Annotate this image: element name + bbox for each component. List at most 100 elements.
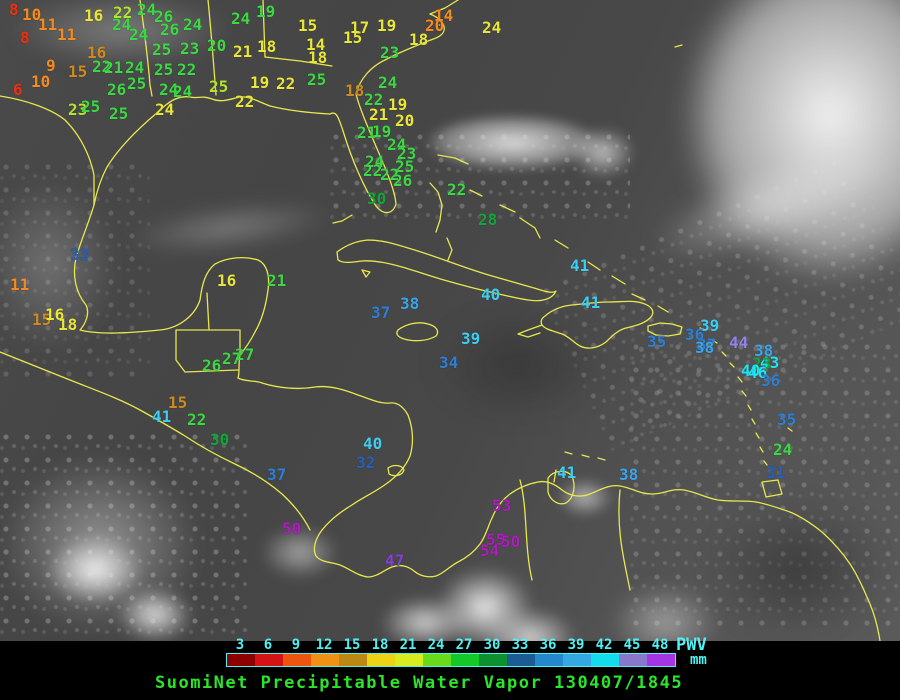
colorbar-segment [591, 654, 619, 666]
colorbar-tick: 21 [399, 637, 417, 653]
colorbar-segment [339, 654, 367, 666]
station-pwv-value: 18 [308, 48, 328, 67]
station-pwv-value: 16 [84, 6, 104, 25]
border-ms-al [262, 0, 266, 58]
coast-haiti-peninsula [517, 324, 543, 338]
station-pwv-value: 11 [38, 15, 58, 34]
station-pwv-value: 25 [209, 77, 229, 96]
station-pwv-value: 33 [70, 245, 90, 264]
border-tx-la [139, 0, 153, 97]
station-pwv-value: 24 [773, 440, 793, 459]
station-pwv-value: 9 [46, 56, 56, 75]
colorbar-segment [367, 654, 395, 666]
station-pwv-value: 15 [32, 310, 52, 329]
station-pwv-value: 15 [343, 28, 363, 47]
colorbar-tick: 9 [291, 637, 301, 653]
station-pwv-value: 47 [385, 551, 405, 570]
station-pwv-value: 24 [137, 0, 157, 19]
station-pwv-value: 24 [365, 152, 385, 171]
colorbar-tick: 24 [427, 637, 445, 653]
station-pwv-value: 10 [31, 72, 51, 91]
station-pwv-value: 21 [369, 105, 389, 124]
colorbar-segment [283, 654, 311, 666]
station-pwv-value: 14 [434, 6, 454, 25]
station-pwv-value: 22 [276, 74, 296, 93]
station-pwv-value: 19 [250, 73, 270, 92]
station-pwv-value: 22 [447, 180, 467, 199]
station-pwv-value: 24 [482, 18, 502, 37]
border-la-ms [207, 0, 217, 96]
colorbar-segment [451, 654, 479, 666]
station-pwv-value: 17 [350, 18, 370, 37]
station-pwv-value: 36 [761, 371, 781, 390]
station-pwv-value: 25 [307, 70, 327, 89]
colorbar-tick: 30 [483, 637, 501, 653]
station-pwv-value: 35 [777, 410, 797, 429]
colorbar-tick-labels: 3 6 9 12 15 18 21 24 27 30 33 36 39 42 45 48 [226, 637, 674, 653]
station-pwv-value: 23 [380, 43, 400, 62]
station-pwv-value: 24 [159, 80, 179, 99]
station-pwv-value: 16 [217, 271, 237, 290]
station-pwv-value: 20 [207, 36, 227, 55]
station-pwv-value: 27 [235, 345, 255, 364]
colorbar-tick: 15 [343, 637, 361, 653]
station-pwv-value: 24 [155, 100, 175, 119]
colorbar-tick: 48 [651, 637, 669, 653]
station-pwv-value: 38 [754, 341, 774, 360]
colorbar-segment [227, 654, 255, 666]
station-pwv-value: 8 [20, 28, 30, 47]
station-pwv-value: 19 [377, 16, 397, 35]
station-pwv-value: 8 [9, 0, 19, 19]
station-pwv-value: 22 [364, 90, 384, 109]
station-pwv-value: 18 [345, 81, 365, 100]
station-pwv-value: 37 [697, 335, 717, 354]
colorbar-segment [619, 654, 647, 666]
colorbar-tick: 39 [567, 637, 585, 653]
station-pwv-value: 54 [480, 541, 500, 560]
station-pwv-value: 40 [741, 361, 761, 380]
station-pwv-value: 19 [388, 95, 408, 114]
station-pwv-value: 40 [481, 285, 501, 304]
station-pwv-value: 18 [409, 30, 429, 49]
station-pwv-value: 21 [233, 42, 253, 61]
station-pwv-value: 30 [367, 189, 387, 208]
station-pwv-value: 10 [22, 5, 42, 24]
colorbar-segment [563, 654, 591, 666]
colorbar-tick: 45 [623, 637, 641, 653]
station-pwv-value: 25 [81, 97, 101, 116]
station-pwv-value: 31 [766, 463, 786, 482]
station-pwv-value: 28 [478, 210, 498, 229]
station-pwv-value: 18 [257, 37, 277, 56]
border-guatemala [175, 292, 241, 373]
station-pwv-value: 41 [570, 256, 590, 275]
station-pwv-value: 46 [748, 363, 768, 382]
station-pwv-value: 15 [298, 16, 318, 35]
station-pwv-value: 24 [112, 15, 132, 34]
station-pwv-value: 22 [187, 410, 207, 429]
station-pwv-value: 21 [104, 58, 124, 77]
islands-abc [564, 451, 606, 461]
station-pwv-value: 20 [425, 16, 445, 35]
station-pwv-value: 19 [256, 2, 276, 21]
station-pwv-value: 24 [173, 82, 193, 101]
station-pwv-value: 26 [393, 171, 413, 190]
station-pwv-value: 22 [235, 92, 255, 111]
coast-se-us [429, 0, 459, 15]
station-pwv-value: 26 [202, 356, 222, 375]
colorbar-tick: 33 [511, 637, 529, 653]
border-al-ga-fl [264, 56, 333, 67]
station-pwv-value: 16 [87, 43, 107, 62]
station-pwv-value: 15 [168, 393, 188, 412]
station-pwv-value: 34 [439, 353, 459, 372]
station-pwv-value: 19 [372, 122, 392, 141]
station-pwv-value: 26 [154, 7, 174, 26]
station-pwv-value: 25 [152, 40, 172, 59]
station-pwv-value: 15 [68, 62, 88, 81]
satellite-image-layer: 8 10 11 8 11 9 15 10 6 16 16 22 24 24 26 26 24 24 25 23 20 21… [0, 0, 900, 641]
colorbar-segment [479, 654, 507, 666]
station-pwv-value: 53 [492, 496, 512, 515]
island-isle-of-youth [361, 269, 371, 278]
colorbar-tick: 36 [539, 637, 557, 653]
colorbar-tick: 18 [371, 637, 389, 653]
station-pwv-value: 38 [695, 338, 715, 357]
